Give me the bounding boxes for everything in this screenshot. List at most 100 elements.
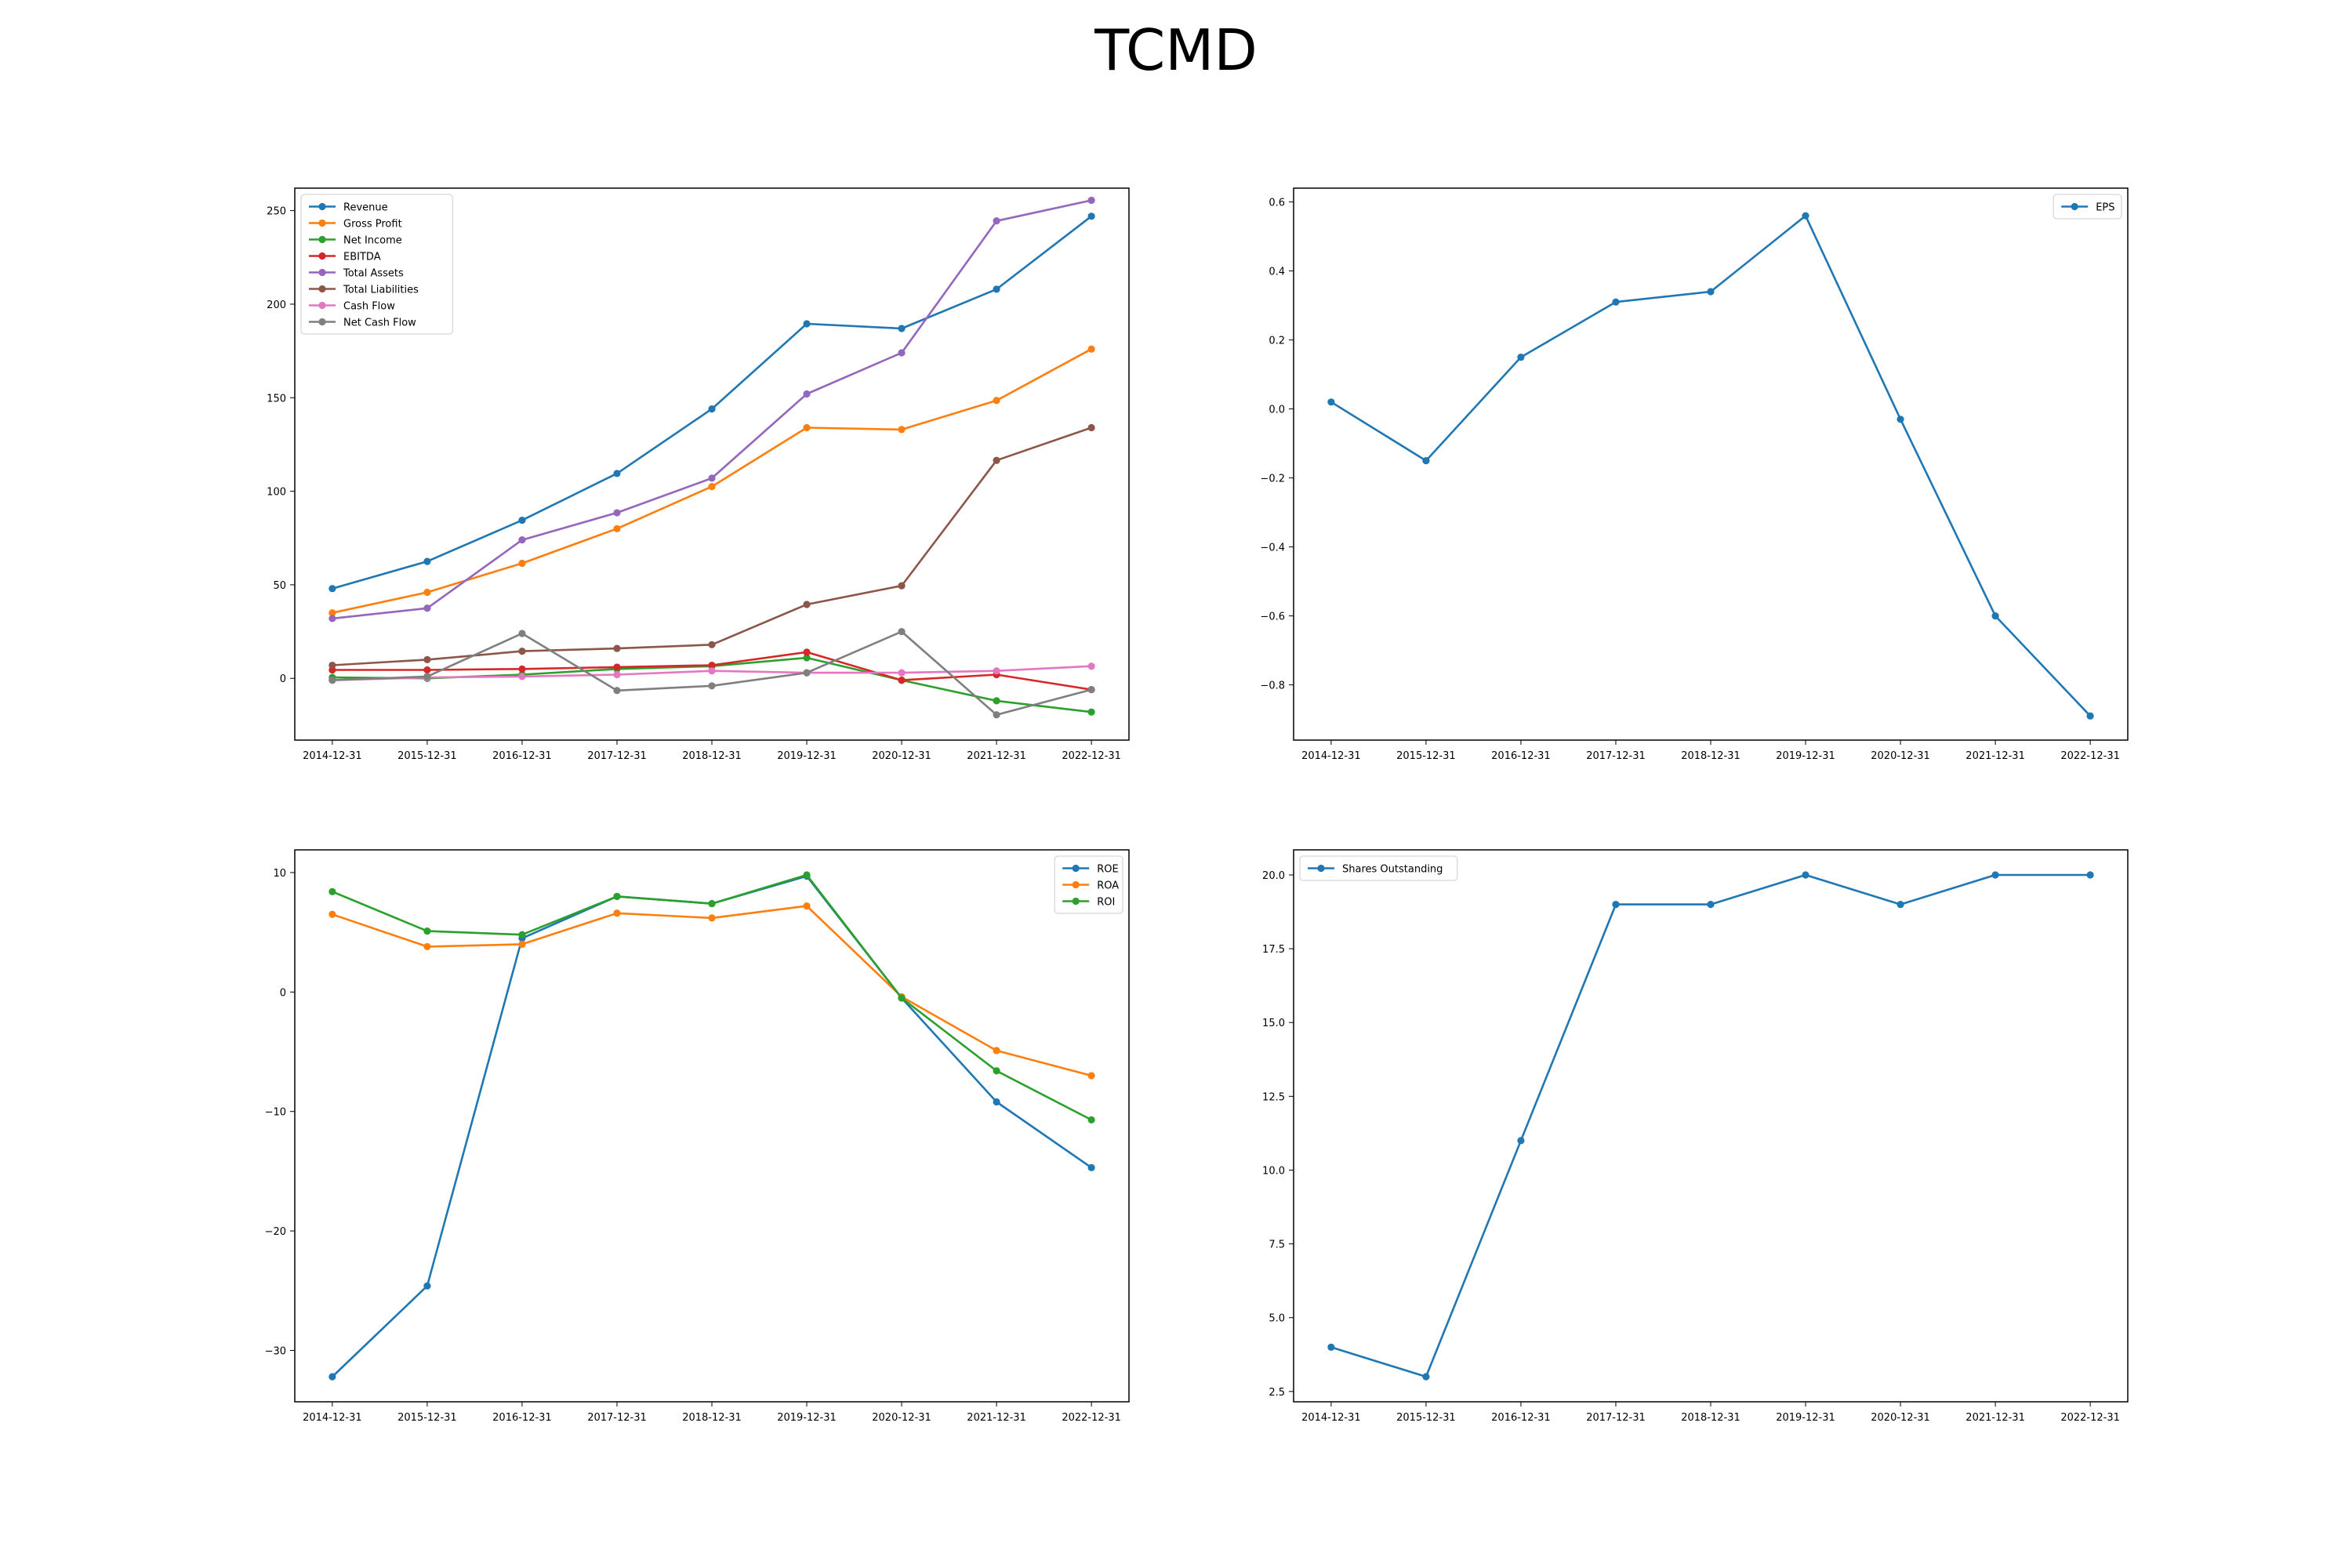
data-point: [613, 687, 621, 695]
data-point: [518, 673, 526, 681]
legend-marker: [2071, 202, 2078, 211]
x-tick-label: 2015-12-31: [1396, 1412, 1456, 1424]
series-line: [332, 426, 1092, 666]
data-point: [423, 942, 431, 951]
x-tick-label: 2016-12-31: [1491, 1412, 1551, 1424]
x-tick-label: 2016-12-31: [1491, 750, 1551, 762]
y-tick-label: −0.4: [1260, 543, 1285, 554]
x-tick-label: 2017-12-31: [1586, 1412, 1646, 1424]
legend-marker: [318, 252, 326, 260]
plot-frame: [1293, 187, 2129, 741]
y-tick-label: 10: [273, 868, 286, 880]
data-point: [708, 474, 716, 482]
legend-marker: [1072, 880, 1080, 889]
data-point: [993, 456, 1000, 464]
data-point: [803, 601, 811, 608]
data-point: [1896, 416, 1904, 423]
data-point: [518, 516, 526, 524]
data-point: [708, 899, 716, 908]
y-tick-label: 17.5: [1262, 944, 1285, 956]
data-point: [1087, 196, 1095, 205]
series-line: [332, 875, 1092, 1377]
data-point: [1707, 901, 1715, 909]
y-tick-label: 150: [267, 393, 286, 405]
data-point: [423, 604, 431, 612]
data-point: [1087, 1072, 1095, 1080]
x-tick-label: 2015-12-31: [397, 1412, 457, 1424]
legend-label: Gross Profit: [343, 219, 402, 230]
data-point: [1707, 288, 1715, 296]
data-point: [1517, 1137, 1525, 1145]
data-point: [2086, 871, 2094, 879]
y-tick-label: 0: [280, 673, 286, 685]
data-point: [1896, 901, 1904, 909]
legend-label: ROE: [1097, 864, 1118, 876]
data-point: [613, 892, 621, 901]
data-point: [708, 914, 716, 922]
data-point: [1802, 212, 1809, 220]
data-point: [1087, 1163, 1095, 1171]
x-tick-label: 2020-12-31: [1871, 750, 1930, 762]
x-tick-label: 2017-12-31: [1586, 750, 1646, 762]
legend-label: EBITDA: [343, 252, 381, 263]
data-point: [613, 663, 621, 671]
legend: ROE ROA ROI: [1054, 855, 1123, 914]
plot-frame: [1293, 849, 2129, 1403]
y-tick-label: 200: [267, 299, 286, 311]
data-point: [423, 588, 431, 597]
data-point: [898, 994, 906, 1002]
x-tick-label: 2014-12-31: [303, 750, 362, 762]
data-point: [613, 670, 621, 679]
data-point: [518, 931, 526, 938]
data-point: [1087, 212, 1095, 220]
data-point: [898, 349, 906, 357]
data-point: [613, 509, 621, 517]
legend-box: [1299, 855, 1458, 881]
x-tick-label: 2017-12-31: [587, 750, 647, 762]
y-tick-label: 7.5: [1269, 1240, 1285, 1251]
legend-marker: [318, 235, 326, 244]
x-tick-label: 2014-12-31: [1301, 1412, 1361, 1424]
data-point: [423, 927, 431, 935]
returns-chart: 2014-12-31 2015-12-31 2016-12-31 2017-12-31…: [265, 849, 1130, 1424]
y-tick-label: 100: [267, 487, 286, 499]
x-tick-label: 2021-12-31: [967, 1412, 1026, 1424]
data-point: [1327, 1343, 1335, 1351]
x-tick-label: 2014-12-31: [1301, 750, 1361, 762]
y-tick-label: 0.0: [1269, 405, 1285, 416]
legend-marker: [318, 318, 326, 326]
data-point: [423, 666, 431, 674]
y-tick-label: 250: [267, 206, 286, 218]
legend-marker: [1317, 864, 1325, 873]
data-point: [328, 661, 336, 670]
x-tick-label: 2018-12-31: [682, 1412, 742, 1424]
data-point: [423, 655, 431, 663]
data-point: [898, 677, 906, 684]
y-tick-label: −20: [265, 1226, 286, 1238]
y-tick-label: −0.2: [1260, 474, 1285, 485]
data-point: [708, 483, 716, 491]
x-tick-label: 2022-12-31: [2060, 750, 2120, 762]
data-point: [328, 677, 336, 684]
data-point: [993, 217, 1000, 225]
legend-label: ROI: [1097, 897, 1115, 909]
x-tick-label: 2017-12-31: [587, 1412, 647, 1424]
data-point: [328, 1373, 336, 1381]
x-tick-label: 2021-12-31: [1965, 750, 2025, 762]
x-tick-label: 2020-12-31: [1871, 1412, 1930, 1424]
legend-marker: [318, 219, 326, 227]
data-point: [803, 654, 811, 662]
y-tick-label: 20.0: [1262, 870, 1285, 882]
data-point: [803, 669, 811, 677]
x-tick-label: 2018-12-31: [1681, 750, 1740, 762]
y-tick-label: −0.8: [1260, 681, 1285, 692]
data-point: [518, 665, 526, 673]
legend: Shares Outstanding: [1299, 855, 1458, 881]
data-point: [708, 641, 716, 648]
legend-marker: [318, 202, 326, 211]
plot-frame: [294, 849, 1130, 1403]
data-point: [423, 1282, 431, 1290]
data-point: [993, 697, 1000, 705]
x-tick-label: 2021-12-31: [967, 750, 1026, 762]
data-point: [1422, 457, 1430, 465]
